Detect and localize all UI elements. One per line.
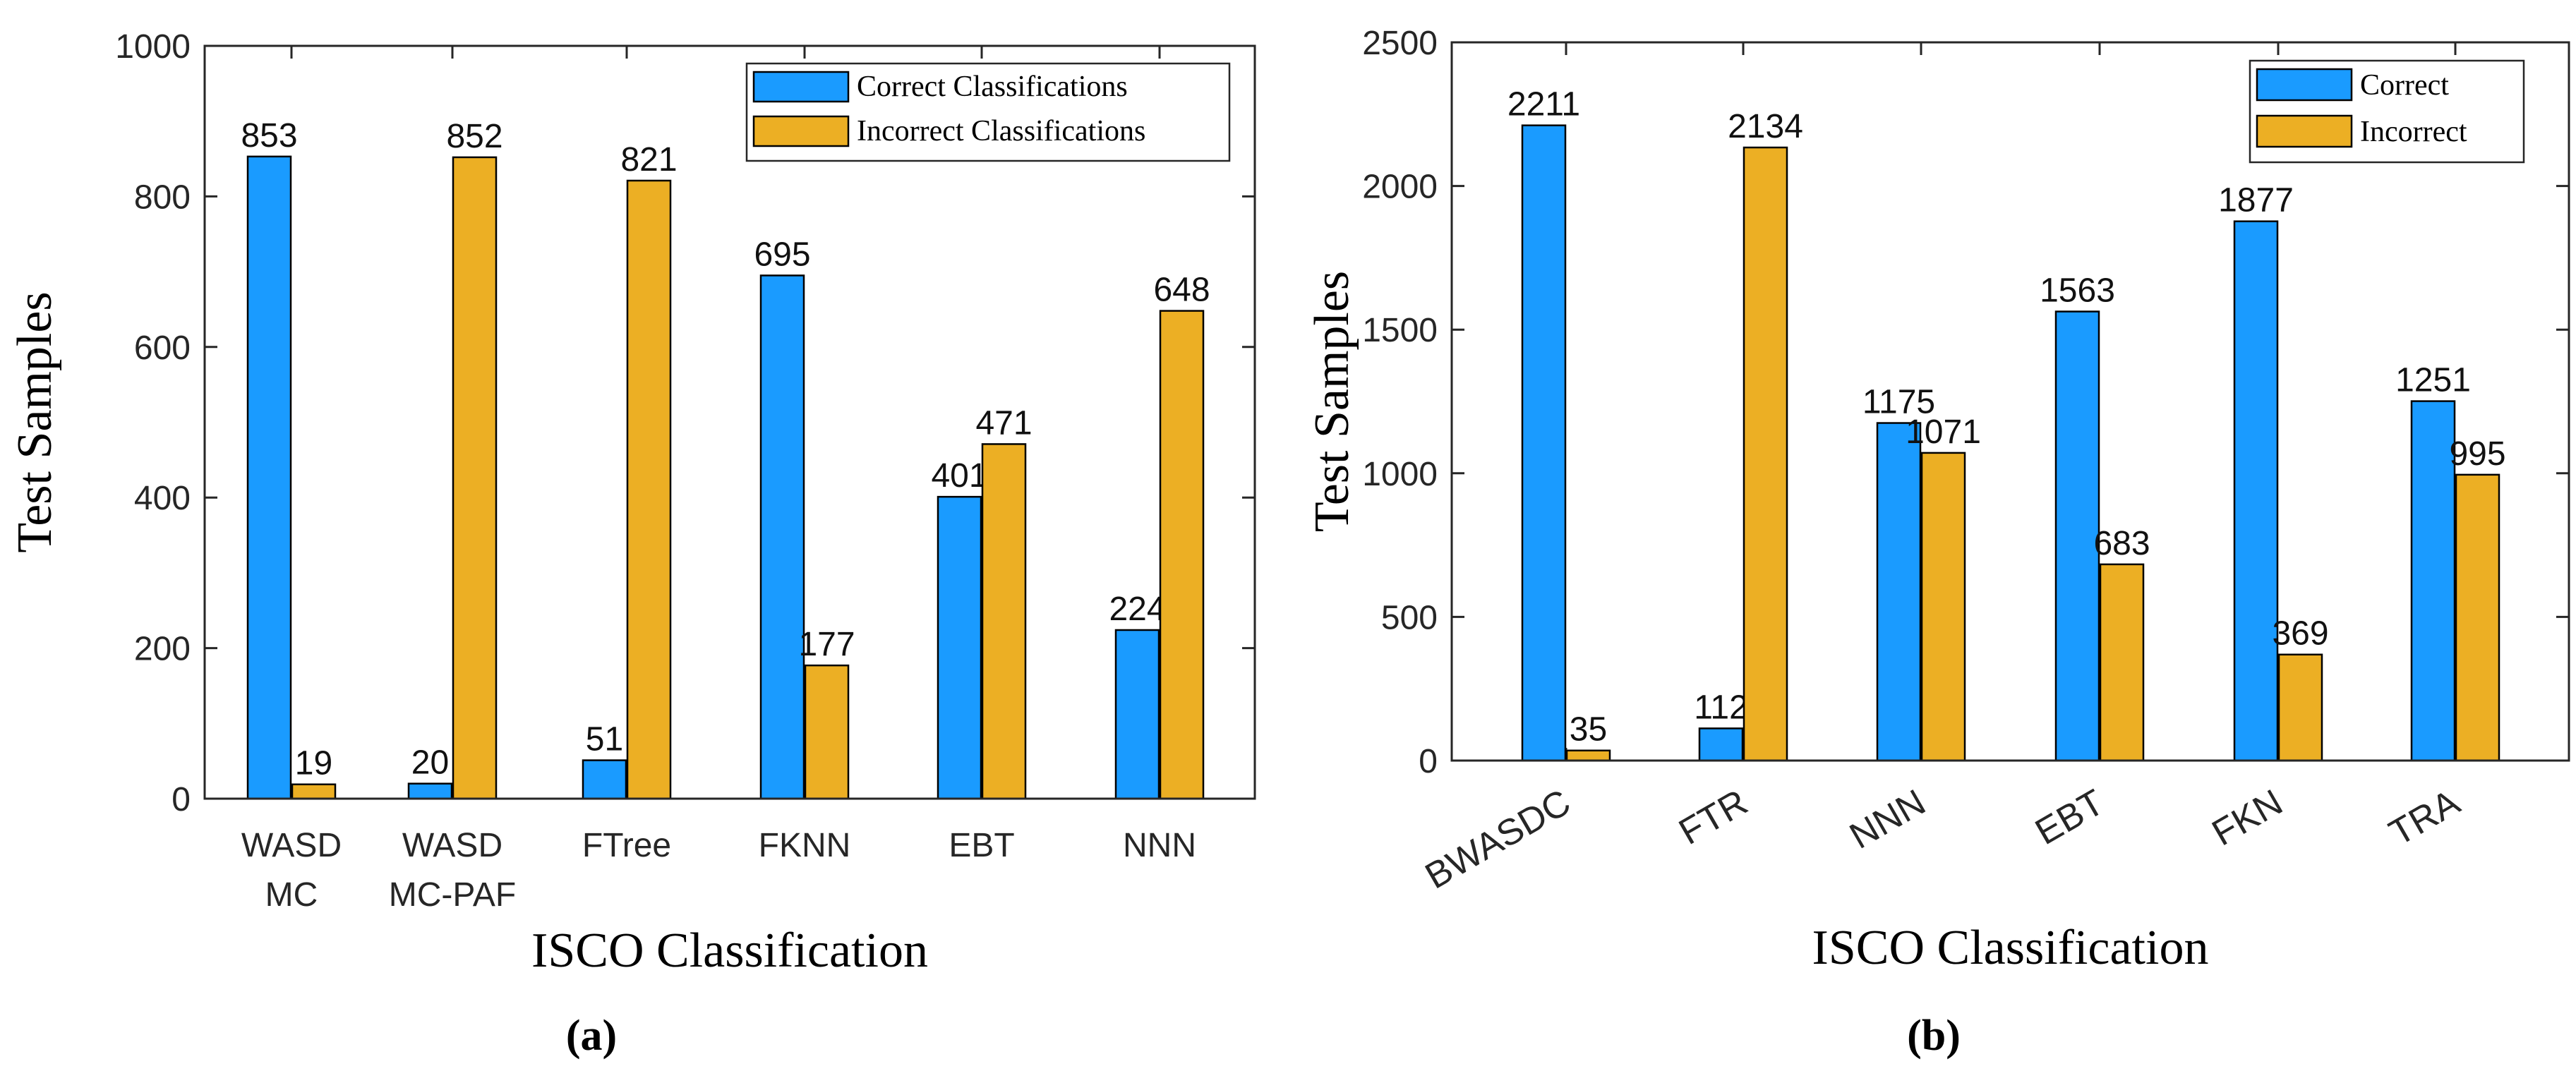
x-tick-label: FTR [1672, 782, 1755, 853]
panel-label: (a) [566, 1012, 617, 1060]
bar-correct-4 [2233, 220, 2279, 762]
bar-incorrect-3 [804, 664, 850, 800]
x-tick-label: EBT [949, 827, 1014, 864]
x-tick-label: MC-PAF [389, 876, 516, 914]
data-label: 995 [2449, 435, 2505, 473]
data-label: 1877 [2218, 182, 2294, 219]
data-label: 1071 [1906, 413, 1981, 451]
legend-swatch-correct [752, 71, 850, 103]
data-label: 112 [1694, 689, 1748, 726]
legend-swatch-correct [2256, 68, 2353, 102]
data-label: 853 [241, 117, 297, 155]
bar-correct-0 [1521, 124, 1567, 762]
bar-correct-0 [246, 155, 292, 800]
data-label: 19 [295, 745, 332, 782]
data-label: 648 [1153, 272, 1210, 309]
legend-entry-incorrect: Incorrect Classifications [857, 115, 1145, 147]
data-label: 224 [1109, 591, 1165, 628]
bar-incorrect-2 [1920, 452, 1966, 762]
bar-correct-4 [937, 495, 982, 800]
y-tick-label: 0 [171, 781, 191, 818]
legend-entry-correct: Correct [2360, 69, 2449, 102]
data-label: 35 [1570, 711, 1607, 749]
bar-correct-3 [759, 274, 805, 800]
x-tick-label: MC [265, 876, 318, 914]
axes-box [203, 44, 1256, 800]
data-label: 2211 [1507, 86, 1580, 123]
bar-correct-2 [582, 759, 627, 800]
y-axis-label: Test Samples [1305, 271, 1359, 532]
y-tick-label: 200 [134, 631, 191, 668]
y-tick-label: 400 [134, 480, 191, 517]
x-axis-label: ISCO Classification [1812, 921, 2209, 975]
legend-swatch-incorrect [2256, 114, 2353, 148]
y-axis-label: Test Samples [8, 291, 62, 552]
bar-correct-5 [1114, 629, 1160, 800]
bar-incorrect-0 [291, 783, 337, 800]
x-tick-label: NNN [1843, 782, 1932, 857]
data-label: 1251 [2395, 362, 2471, 399]
bar-incorrect-2 [626, 179, 672, 800]
x-tick-label: WASD [241, 827, 342, 864]
x-axis-label: ISCO Classification [531, 924, 928, 978]
y-tick-label: 0 [1419, 743, 1438, 780]
data-label: 695 [754, 236, 810, 273]
y-tick-label: 2500 [1362, 25, 1438, 62]
legend-entry-incorrect: Incorrect [2360, 116, 2467, 148]
x-tick-label: TRA [2383, 782, 2467, 854]
y-tick-label: 1500 [1362, 312, 1438, 349]
data-label: 852 [446, 118, 502, 155]
bar-incorrect-1 [1743, 146, 1788, 762]
legend-swatch-incorrect [752, 115, 850, 147]
bar-incorrect-5 [1159, 310, 1205, 800]
data-label: 51 [586, 721, 623, 758]
y-tick-label: 600 [134, 329, 191, 367]
x-tick-label: EBT [2028, 782, 2111, 853]
x-tick-label: FKN [2205, 782, 2289, 854]
bar-correct-3 [2054, 310, 2100, 762]
data-label: 401 [931, 457, 987, 495]
x-tick-label: WASD [402, 827, 502, 864]
data-label: 2134 [1728, 108, 1803, 145]
y-tick-label: 500 [1381, 599, 1438, 636]
bar-correct-1 [407, 782, 453, 800]
data-label: 177 [798, 626, 855, 663]
legend: Correct Classifications Incorrect Classif… [745, 62, 1231, 162]
data-label: 471 [975, 404, 1032, 442]
y-tick-label: 800 [134, 178, 191, 216]
bar-incorrect-3 [2099, 563, 2145, 762]
axes-box [1450, 41, 2570, 762]
bar-incorrect-0 [1565, 749, 1611, 762]
bar-correct-1 [1698, 727, 1744, 762]
data-label: 20 [411, 744, 449, 782]
y-tick-label: 1000 [115, 28, 191, 66]
x-tick-label: FKNN [759, 827, 851, 864]
bar-incorrect-4 [2277, 653, 2323, 762]
y-tick-label: 1000 [1362, 456, 1438, 493]
chart-panel-b: 0 500 1000 1500 2000 2500 2211 112 1175 1563 1877 1… [1305, 25, 2570, 1060]
legend-entry-correct: Correct Classifications [857, 71, 1128, 103]
bar-correct-5 [2410, 400, 2456, 762]
x-tick-label: BWASDC [1419, 782, 1577, 897]
chart-panel-a: 0 200 400 600 800 1000 853 20 51 695 401 224 19 852 82… [8, 28, 1256, 1060]
legend: Correct Incorrect [2249, 59, 2525, 164]
data-label: 821 [620, 141, 677, 178]
bar-correct-2 [1876, 422, 1922, 762]
data-label: 1175 [1862, 384, 1935, 421]
data-label: 683 [2093, 525, 2150, 562]
bar-incorrect-4 [981, 443, 1027, 800]
data-label: 1563 [2040, 272, 2115, 310]
bar-incorrect-5 [2455, 473, 2500, 762]
data-label: 369 [2272, 615, 2328, 653]
y-tick-label: 2000 [1362, 169, 1438, 206]
x-tick-label: FTree [582, 827, 671, 864]
bar-incorrect-1 [452, 156, 498, 800]
x-tick-label: NNN [1123, 827, 1196, 864]
panel-label: (b) [1907, 1012, 1961, 1060]
